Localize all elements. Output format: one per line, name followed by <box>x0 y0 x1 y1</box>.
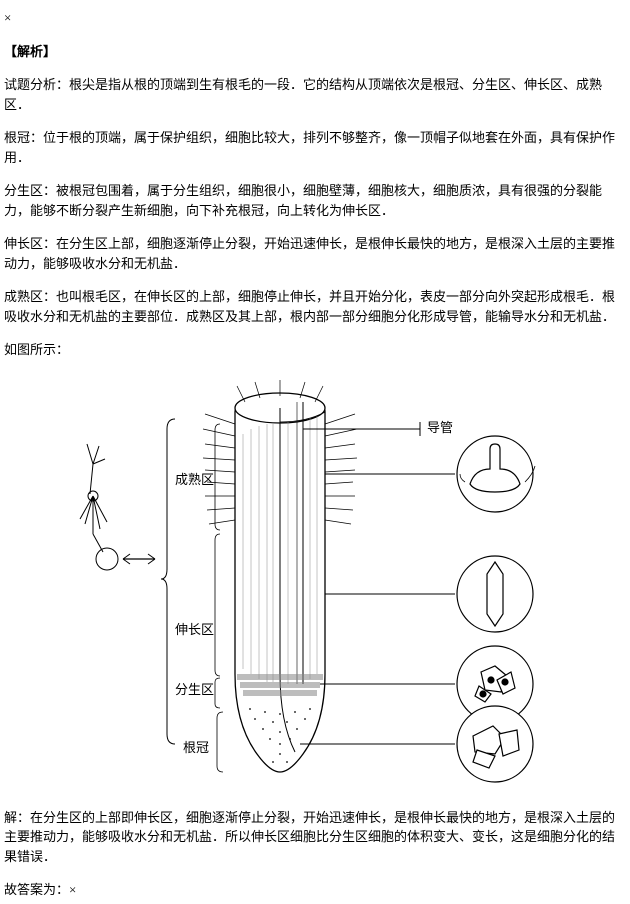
para-final: 故答案为：× <box>4 880 626 900</box>
para-fensheng: 分生区：被根冠包围着，属于分生组织，细胞很小，细胞壁薄，细胞核大，细胞质浓，具有… <box>4 181 626 220</box>
para-shenchang: 伸长区：在分生区上部，细胞逐渐停止分裂，开始迅速伸长，是根伸长最快的地方，是根深… <box>4 234 626 273</box>
label-genguan: 根冠 <box>183 740 209 755</box>
figure-intro: 如图所示： <box>4 340 626 360</box>
label-fensheng: 分生区 <box>175 682 214 697</box>
label-daoguan: 导管 <box>427 420 453 435</box>
para-genguan: 根冠：位于根的顶端，属于保护组织，细胞比较大，排列不够整齐，像一顶帽子似地套在外… <box>4 128 626 167</box>
label-shenchang: 伸长区 <box>175 622 214 637</box>
para-intro: 试题分析：根尖是指从根的顶端到生有根毛的一段．它的结构从顶端依次是根冠、分生区、… <box>4 75 626 114</box>
para-solution: 解：在分生区的上部即伸长区，细胞逐渐停止分裂，开始迅速伸长，是根伸长最快的地方，… <box>4 808 626 867</box>
label-chengshu: 成熟区 <box>175 472 214 487</box>
root-diagram: 导管 成熟区 伸长区 分生区 根冠 <box>4 374 626 794</box>
answer-mark: × <box>4 8 626 28</box>
section-title: 【解析】 <box>4 42 626 62</box>
para-chengshu: 成熟区：也叫根毛区，在伸长区的上部，细胞停止伸长，并且开始分化，表皮一部分向外突… <box>4 287 626 326</box>
